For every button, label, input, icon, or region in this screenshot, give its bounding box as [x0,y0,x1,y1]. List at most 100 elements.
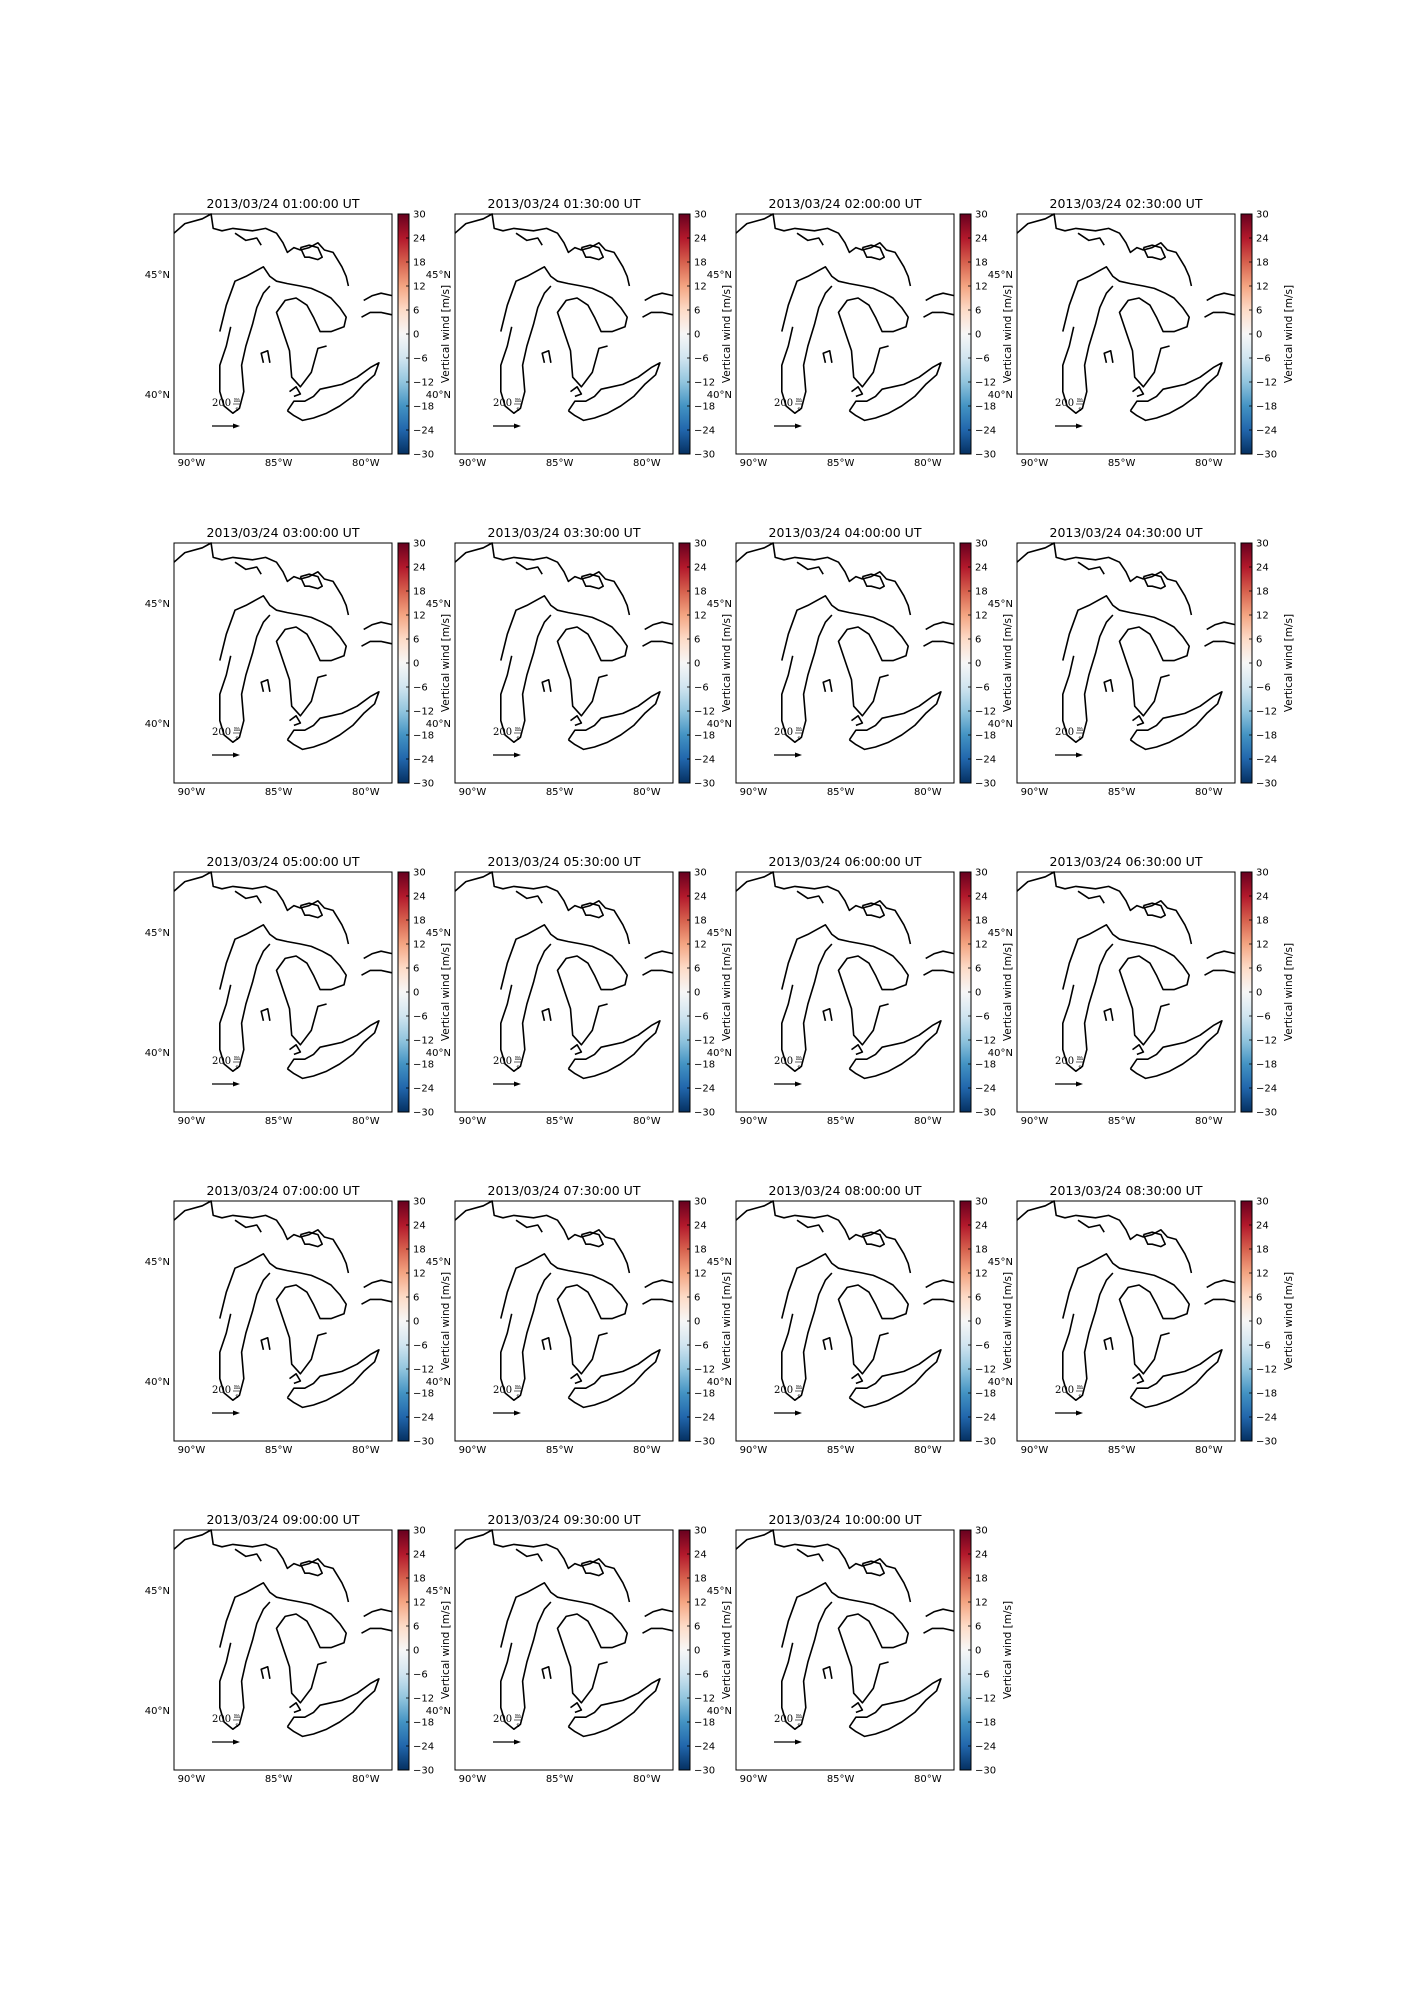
quiver-key-unit-denominator: s [235,1721,238,1729]
map-panel: 2013/03/24 09:00:00 UT 90°W 85°W 80°W 45°N 40… [145,1512,452,1785]
coastline-segment [234,561,262,575]
coastline-segment [500,1253,629,1375]
coastline-segment [780,614,833,744]
quiver-key-value: 200 [774,1056,793,1067]
colorbar-label: Vertical wind [m/s] [721,943,733,1041]
colorbar-tick-label: 6 [694,964,700,975]
colorbar-tick-label: 18 [413,258,426,269]
y-tick-label: 45°N [988,928,1013,939]
coastline-segment [796,561,824,575]
quiver-key-arrow-head [233,423,240,429]
x-tick-label: 90°W [459,787,487,798]
quiver-key-unit-denominator: s [1078,734,1081,742]
colorbar-tick-label: 18 [694,258,707,269]
coastline-segment [781,594,910,717]
colorbar-tick-label: −18 [694,1389,715,1400]
coastline-segment [541,1007,552,1021]
colorbar-tick-label: −18 [975,1060,996,1071]
y-tick-label: 40°N [988,1377,1013,1388]
colorbar-tick-label: 12 [975,282,988,293]
colorbar-tick-label: −24 [413,426,434,437]
panel-title: 2013/03/24 06:00:00 UT [769,854,922,869]
colorbar-tick-label: 18 [975,258,988,269]
quiver-key-unit-denominator: s [1078,1392,1081,1400]
coastline-segment [822,1666,833,1679]
colorbar-tick-label: −18 [694,1060,715,1071]
coastline-segment [1142,244,1166,261]
coastline [735,213,955,422]
coastline-segment [923,1298,955,1305]
colorbar-tick-label: 30 [1256,539,1269,550]
coastline-segment [1132,385,1145,398]
quiver-key-arrow-head [514,1410,521,1416]
quiver-key-value: 200 [493,1714,512,1725]
x-tick-label: 90°W [1021,1445,1049,1456]
colorbar-tick-label: −24 [694,1084,715,1095]
map-panel: 2013/03/24 04:00:00 UT 90°W 85°W 80°W 45°N 40… [707,525,1014,798]
colorbar-tick-label: 6 [413,306,419,317]
panel-title: 2013/03/24 09:00:00 UT [207,1512,360,1527]
colorbar-tick-label: 0 [413,659,419,670]
coastline [1016,213,1236,422]
coastline-segment [642,1627,674,1634]
colorbar-tick-label: 12 [694,611,707,622]
coastline-segment [567,361,661,422]
colorbar-tick-label: 24 [1256,563,1269,574]
colorbar-tick-label: 18 [1256,916,1269,927]
colorbar-tick-label: −12 [694,378,715,389]
quiver-key-value: 200 [493,1056,512,1067]
coastline-segment [1103,1337,1114,1350]
colorbar-tick-label: 18 [694,1574,707,1585]
coastline-segment [796,1548,824,1562]
colorbar-tick-label: 18 [1256,1245,1269,1256]
colorbar-label: Vertical wind [m/s] [1283,614,1295,712]
quiver-key-unit-numerator: m [515,1383,521,1391]
coastline-segment [286,1019,380,1080]
quiver-key-value: 200 [212,727,231,738]
x-tick-label: 90°W [178,1445,206,1456]
colorbar-tick-label: 0 [975,988,981,999]
map-panel: 2013/03/24 08:00:00 UT 90°W 85°W 80°W 45°N 40… [707,1183,1014,1456]
colorbar-tick-label: 0 [413,330,419,341]
coastline-segment [642,969,674,976]
colorbar-tick-label: −30 [694,450,715,461]
colorbar-tick-label: 12 [413,940,426,951]
colorbar-tick-label: 30 [413,539,426,550]
colorbar-tick-label: −18 [413,1718,434,1729]
x-tick-label: 85°W [827,1116,855,1127]
x-tick-label: 85°W [265,787,293,798]
quiver-key-arrow-head [795,1739,802,1745]
y-tick-label: 45°N [707,599,732,610]
coastline [454,871,674,1080]
coastline-segment [541,678,552,692]
colorbar-tick-label: 12 [1256,282,1269,293]
coastline-segment [644,621,674,631]
quiver-key: 200 ms [212,1054,241,1087]
coastline-segment [541,1666,552,1679]
colorbar-tick-label: 12 [975,1598,988,1609]
quiver-key-arrow-head [233,1739,240,1745]
x-tick-label: 80°W [914,458,942,469]
coastline [735,1529,955,1738]
coastline-segment [234,1548,262,1562]
quiver-key-arrow-head [1076,752,1083,758]
quiver-key-unit-numerator: m [796,725,802,733]
colorbar-tick-label: 30 [975,868,988,879]
colorbar-tick-label: 0 [694,330,700,341]
coastline-segment [173,1529,350,1603]
colorbar-tick-label: −30 [975,1437,996,1448]
coastline-segment [644,1608,674,1618]
quiver-key-unit-numerator: m [796,1054,802,1062]
coastline-segment [1204,1298,1236,1305]
colorbar-label: Vertical wind [m/s] [1283,1272,1295,1370]
colorbar-tick-label: −30 [413,450,434,461]
coastline-segment [567,690,661,751]
quiver-key-value: 200 [1055,1056,1074,1067]
colorbar-tick-label: 0 [694,1317,700,1328]
x-tick-label: 90°W [740,458,768,469]
colorbar-label: Vertical wind [m/s] [721,1601,733,1699]
coastline [173,213,393,422]
colorbar-tick-label: 18 [975,587,988,598]
coastline-segment [361,311,393,318]
colorbar-tick-label: 18 [413,916,426,927]
